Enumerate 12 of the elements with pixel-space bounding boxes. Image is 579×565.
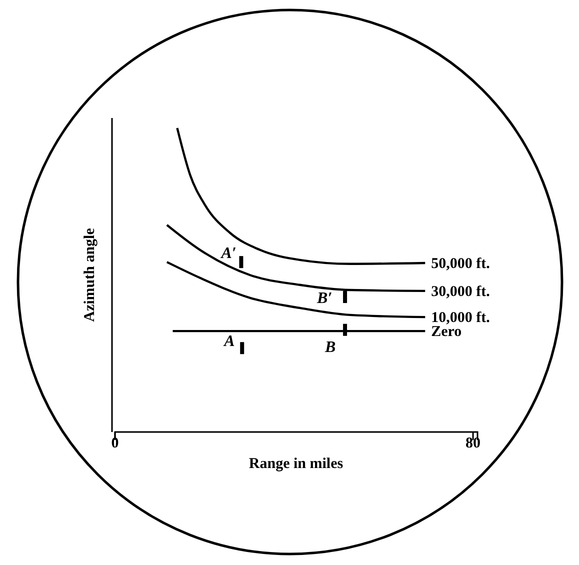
annotation: A (223, 333, 236, 350)
x-axis-title: Range in miles (248, 456, 344, 472)
series-label: 10,000 ft. (431, 310, 490, 326)
annotation: A′ (220, 245, 236, 262)
y-axis-title: Azimuth angle (82, 228, 98, 322)
annotation: B′ (316, 290, 332, 308)
series-label: 30,000 ft. (431, 284, 490, 300)
series-label: Zero (431, 324, 462, 340)
annotation: B (324, 338, 336, 356)
series-label: 50,000 ft. (431, 256, 490, 272)
x-tick-label: 80 (466, 436, 481, 452)
x-tick-label: 0 (111, 436, 119, 452)
